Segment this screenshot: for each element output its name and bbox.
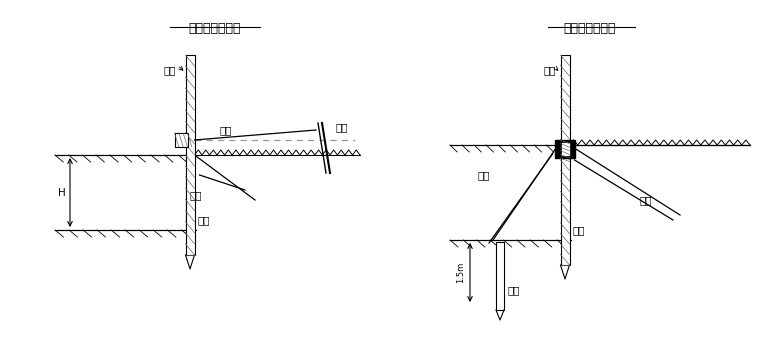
Text: 填土: 填土	[190, 190, 202, 200]
Bar	[185, 55, 195, 255]
Bar	[560, 55, 569, 265]
Text: 斜撑: 斜撑	[477, 170, 490, 180]
Text: 拉杆: 拉杆	[220, 125, 233, 135]
Text: 1.5m: 1.5m	[456, 261, 465, 283]
Bar	[555, 140, 575, 158]
Text: 桩柱: 桩柱	[163, 65, 176, 75]
Text: 挡板: 挡板	[198, 215, 210, 225]
Text: 锚固支撑示意图: 锚固支撑示意图	[188, 22, 241, 35]
Text: 桩柱: 桩柱	[543, 65, 556, 75]
Text: 挡板: 挡板	[572, 225, 585, 235]
Text: 撑桩: 撑桩	[507, 285, 520, 295]
Text: H: H	[58, 187, 66, 198]
Text: 填土: 填土	[640, 195, 653, 205]
Text: 锚桩: 锚桩	[335, 122, 347, 132]
Bar	[175, 133, 188, 147]
Bar	[496, 242, 504, 310]
Bar	[560, 142, 569, 156]
Text: 斜柱支撑示意图: 斜柱支撑示意图	[564, 22, 616, 35]
